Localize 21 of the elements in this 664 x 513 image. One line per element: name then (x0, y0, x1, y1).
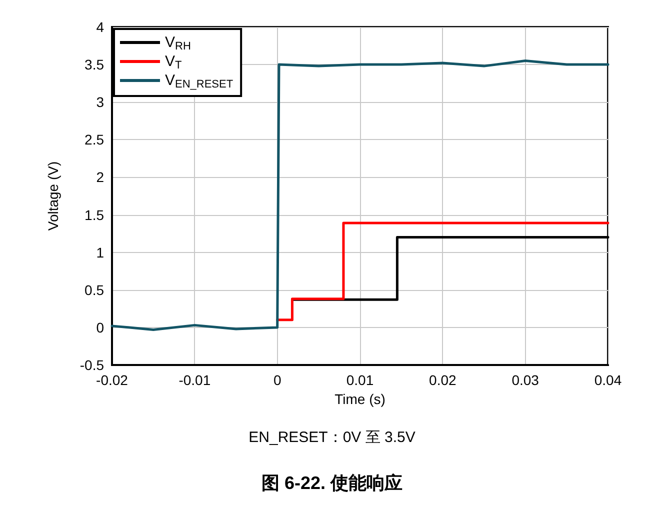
y-tick-label: 2 (96, 169, 104, 186)
x-tick-label: 0.01 (346, 372, 374, 388)
x-tick-label: 0.03 (512, 372, 540, 388)
y-tick-label: 3.5 (84, 56, 104, 73)
x-tick-label: 0.02 (429, 372, 457, 388)
text: EN_RESET：0V 至 3.5V (248, 429, 416, 446)
x-tick-label: 0 (273, 372, 282, 388)
y-tick-label: 0.5 (84, 282, 104, 298)
y-tick-label: -0.5 (80, 357, 104, 373)
x-axis-title: Time (s) (334, 390, 386, 407)
y-tick-label: 4 (96, 19, 104, 35)
x-tick-label: -0.01 (178, 372, 211, 388)
y-tick-label: 2.5 (84, 132, 104, 148)
y-tick-label: 0 (96, 319, 104, 336)
x-tick-label: 0.04 (594, 372, 622, 388)
y-tick-label: 3 (96, 94, 104, 110)
y-tick-label: 1.5 (84, 206, 104, 223)
text: 图 6-22. 使能响应 (261, 473, 403, 493)
y-tick-label: 1 (96, 244, 104, 260)
y-axis-title: Voltage (V) (45, 161, 61, 231)
x-tick-label: -0.02 (96, 372, 128, 388)
